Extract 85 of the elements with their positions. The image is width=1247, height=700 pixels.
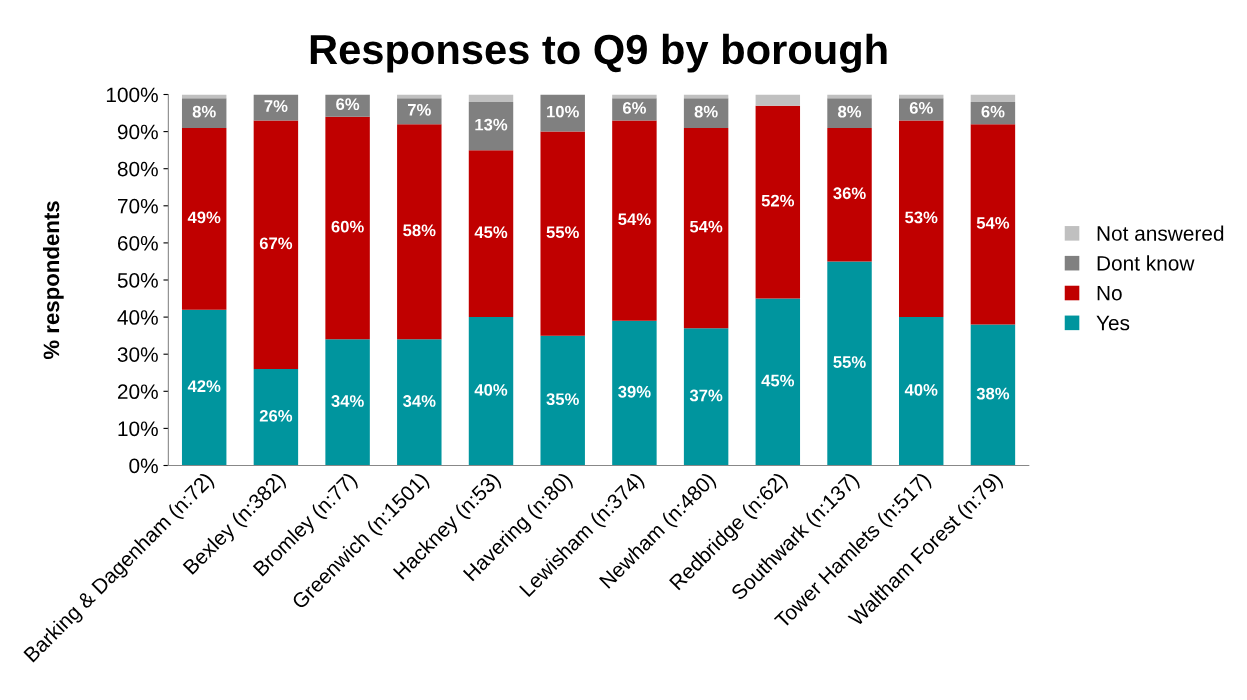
data-label: 67% [259,237,293,250]
bar [468,150,514,318]
bar [970,94,1016,102]
y-tick-label: 50% [117,273,158,288]
y-axis-title: % respondents [42,201,64,360]
data-label: 35% [546,393,579,406]
legend-label: Yes [1096,315,1130,331]
data-label: 45% [474,226,508,239]
data-label: 10% [547,105,579,118]
bar [970,324,1016,466]
bar [683,328,729,466]
y-tick-label: 10% [118,421,158,437]
data-label: 42% [187,380,221,393]
bar [683,127,729,329]
y-tick-label: 0% [129,458,158,474]
y-tick-label: 70% [117,198,158,214]
bar [755,94,801,106]
bar [181,127,227,310]
data-label: 6% [336,98,360,111]
bar [181,98,227,128]
legend-label: No [1097,285,1122,301]
bar [755,105,801,299]
data-label: 6% [909,102,933,114]
bar [181,309,227,466]
bar [612,120,657,321]
y-tick-label: 90% [117,124,158,140]
bar [253,120,299,370]
bar [468,101,514,151]
y-tick-label: 60% [117,235,158,251]
legend-label: Dont know [1097,255,1195,271]
data-label: 8% [694,105,718,118]
bar [253,369,299,466]
data-label: 37% [689,389,723,402]
bar [683,98,729,128]
data-label: 54% [618,213,651,226]
bar [468,317,514,466]
data-label: 26% [259,409,293,422]
bar [827,261,872,466]
bar [540,94,585,132]
data-label: 7% [407,103,431,116]
data-label: 34% [403,395,436,407]
data-label: 40% [904,383,938,396]
bar [325,116,370,340]
bar [397,339,442,466]
y-tick-label: 100% [106,87,158,103]
chart-title: Responses to Q9 by borough [310,33,887,73]
data-label: 6% [981,105,1005,118]
bar [540,335,585,466]
data-label: 45% [761,374,795,387]
data-label: 54% [976,217,1010,229]
bar [970,124,1016,325]
data-label: 13% [475,118,508,131]
y-tick-label: 20% [117,384,158,400]
data-label: 8% [192,105,216,118]
bar [397,124,442,340]
bar [325,339,370,466]
bar [397,98,442,125]
data-label: 49% [187,211,221,224]
y-tick-label: 80% [117,161,158,177]
y-tick-label: 30% [117,347,158,362]
data-label: 39% [618,385,651,398]
data-label: 6% [622,102,647,114]
bar [540,131,585,336]
bar [898,120,944,318]
bar [612,320,657,466]
bar [827,98,872,128]
data-label: 58% [403,224,436,237]
bar [468,94,514,102]
legend-label: Not answered [1097,225,1224,241]
data-label: 55% [546,226,579,239]
data-label: 54% [689,220,723,233]
data-label: 55% [833,356,866,368]
data-label: 38% [976,387,1010,400]
bar [827,127,872,262]
bar [898,317,944,466]
data-label: 8% [838,105,862,118]
data-label: 52% [761,194,795,207]
data-label: 36% [833,187,866,200]
data-label: 53% [905,211,938,224]
data-label: 7% [264,100,288,112]
data-label: 34% [331,395,364,407]
bar [755,298,801,466]
y-tick-label: 40% [117,310,158,325]
data-label: 60% [331,220,364,233]
data-label: 40% [474,383,508,396]
